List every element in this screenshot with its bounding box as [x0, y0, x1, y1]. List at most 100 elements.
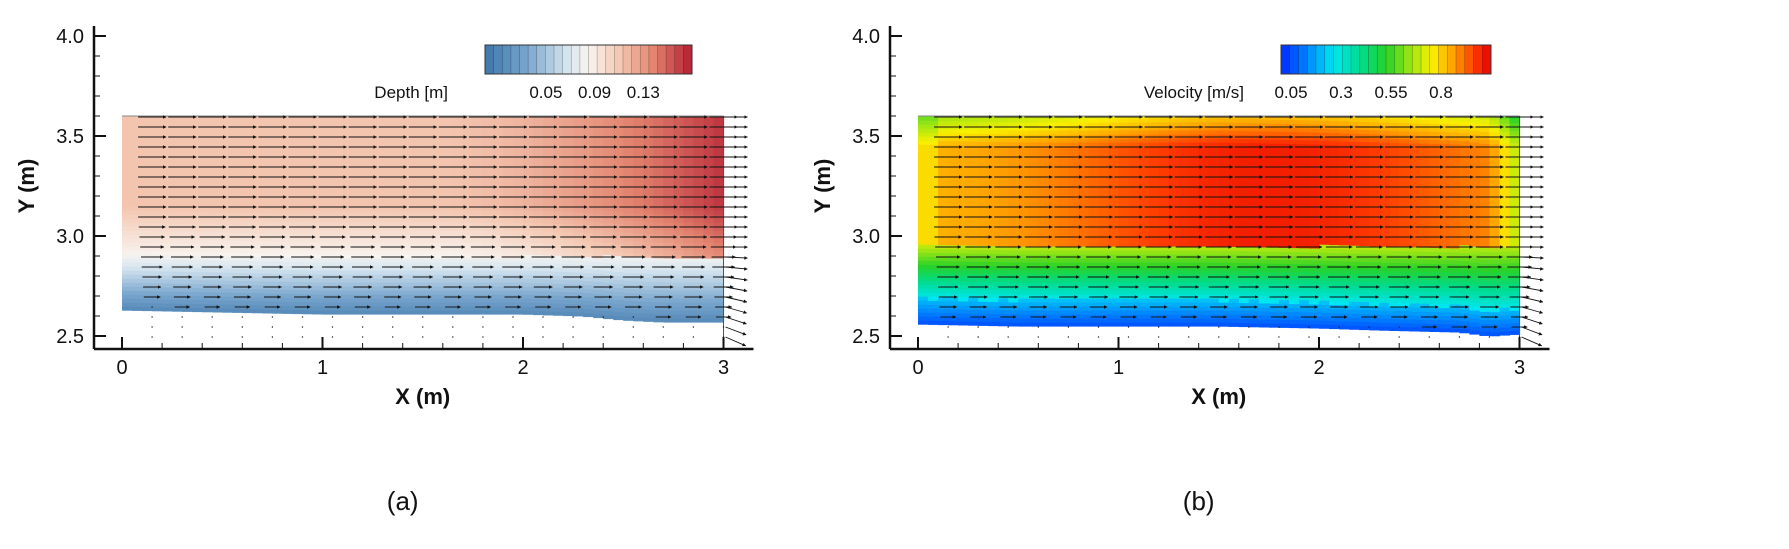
heat-cell — [673, 234, 684, 239]
heat-cell — [202, 163, 213, 169]
heat-cell — [202, 143, 213, 149]
heat-cell — [593, 149, 604, 155]
heat-cell — [703, 166, 715, 171]
heat-cell — [1148, 134, 1160, 139]
heat-cell — [332, 266, 344, 271]
heat-cell — [1048, 250, 1059, 255]
heat-cell — [132, 202, 143, 207]
heat-cell — [472, 302, 484, 307]
heat-cell — [918, 196, 929, 201]
heat-cell — [462, 154, 474, 159]
heat-cell — [1118, 310, 1130, 315]
heat-cell — [988, 121, 999, 127]
heat-cell — [262, 268, 273, 274]
heat-cell — [512, 174, 524, 179]
heat-cell — [1108, 218, 1120, 223]
heat-cell — [372, 126, 384, 131]
heat-cell — [372, 246, 384, 251]
heat-cell — [122, 198, 133, 203]
heat-cell — [683, 290, 695, 295]
heat-cell — [252, 204, 263, 210]
heat-cell — [673, 254, 684, 259]
heat-cell — [978, 289, 989, 294]
heat-cell — [978, 177, 989, 182]
heat-cell — [1098, 118, 1110, 123]
heat-cell — [212, 171, 223, 177]
heat-cell — [958, 228, 969, 234]
heat-cell — [382, 282, 394, 287]
heat-cell — [1128, 298, 1140, 303]
heat-cell — [252, 280, 263, 286]
heat-cell — [472, 266, 484, 271]
heat-cell — [603, 138, 614, 144]
heat-cell — [122, 246, 133, 251]
heat-cell — [918, 148, 929, 153]
heat-cell — [633, 316, 644, 322]
heat-cell — [132, 162, 143, 167]
heat-cell — [918, 132, 929, 137]
heat-cell — [272, 153, 283, 158]
heat-cell — [332, 282, 344, 287]
heat-cell — [232, 152, 243, 157]
heat-cell — [192, 223, 203, 229]
heat-cell — [122, 126, 133, 131]
heat-cell — [1108, 290, 1120, 295]
heat-cell — [573, 219, 584, 225]
heat-cell — [988, 116, 999, 119]
heat-cell — [152, 138, 163, 144]
heat-cell — [342, 206, 354, 211]
heat-cell — [402, 214, 414, 219]
heat-cell — [352, 282, 364, 287]
heat-cell — [1088, 170, 1100, 175]
heat-cell — [663, 130, 674, 135]
heat-cell — [1158, 166, 1170, 171]
heat-cell — [998, 293, 1009, 299]
heat-cell — [683, 130, 695, 135]
heat-cell — [583, 232, 594, 238]
heat-cell — [372, 242, 384, 247]
heat-cell — [492, 270, 504, 275]
heat-cell — [332, 234, 344, 239]
heat-cell — [533, 206, 544, 212]
heat-cell — [683, 278, 695, 283]
heat-cell — [332, 154, 344, 159]
heat-cell — [553, 223, 564, 228]
heat-cell — [222, 208, 233, 213]
heat-cell — [292, 197, 304, 203]
heat-cell — [422, 266, 434, 271]
heat-cell — [523, 142, 534, 147]
heat-cell — [372, 190, 384, 195]
heat-cell — [262, 216, 273, 222]
heat-cell — [1128, 302, 1140, 307]
colorbar-segment — [545, 45, 555, 74]
heat-cell — [122, 142, 133, 147]
heat-cell — [242, 208, 253, 214]
heat-cell — [1128, 174, 1140, 179]
heat-cell — [442, 274, 454, 279]
heat-cell — [583, 180, 594, 186]
heat-cell — [342, 310, 354, 315]
heat-cell — [422, 150, 434, 155]
heat-cell — [122, 262, 133, 267]
heat-cell — [422, 186, 434, 191]
heat-cell — [1118, 270, 1130, 275]
heat-cell — [988, 253, 999, 259]
heat-cell — [593, 201, 604, 207]
heat-cell — [1158, 222, 1170, 227]
heat-cell — [1168, 198, 1180, 203]
heat-cell — [603, 262, 614, 268]
heat-cell — [543, 230, 554, 236]
heat-cell — [422, 238, 434, 243]
heat-cell — [1008, 229, 1019, 235]
heat-cell — [713, 318, 725, 323]
heat-cell — [543, 298, 554, 304]
heat-cell — [683, 246, 695, 251]
heat-cell — [693, 118, 705, 123]
heat-cell — [272, 277, 283, 282]
heat-cell — [262, 288, 273, 294]
heat-cell — [1088, 154, 1100, 159]
heat-cell — [563, 127, 574, 133]
heat-cell — [1108, 262, 1120, 267]
heat-cell — [122, 282, 133, 287]
heat-cell — [1138, 186, 1150, 191]
